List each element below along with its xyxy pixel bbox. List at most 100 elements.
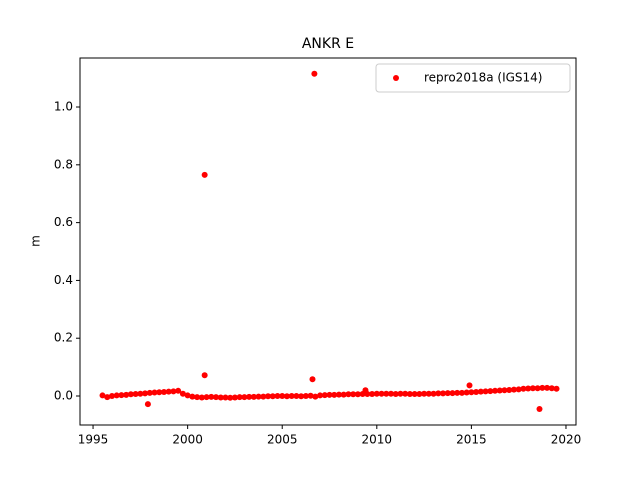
data-point: [335, 391, 342, 398]
data-point: [311, 70, 318, 77]
data-point: [170, 388, 177, 395]
data-point: [269, 393, 276, 400]
data-point: [515, 386, 522, 393]
data-point: [463, 389, 470, 396]
data-point: [307, 392, 314, 399]
data-point: [142, 390, 149, 397]
data-point: [345, 391, 352, 398]
data-point: [539, 384, 546, 391]
data-point: [201, 372, 208, 379]
data-point: [241, 394, 248, 401]
data-point: [279, 393, 286, 400]
data-point: [435, 390, 442, 397]
data-point: [397, 390, 404, 397]
data-point: [416, 390, 423, 397]
data-point: [458, 389, 465, 396]
data-point: [250, 393, 257, 400]
data-point: [501, 387, 508, 394]
data-point: [544, 384, 551, 391]
data-point: [487, 388, 494, 395]
x-tick-label: 2005: [267, 433, 298, 447]
data-point: [425, 390, 432, 397]
data-point: [274, 393, 281, 400]
data-point: [473, 388, 480, 395]
data-point: [548, 385, 555, 392]
y-tick-label: 0.6: [54, 215, 73, 229]
data-point: [317, 392, 324, 399]
y-tick-label: 1.0: [54, 100, 73, 114]
data-point: [492, 387, 499, 394]
data-point: [529, 385, 536, 392]
data-point: [331, 391, 338, 398]
data-point: [520, 385, 527, 392]
data-point: [369, 390, 376, 397]
legend-label: repro2018a (IGS14): [424, 71, 542, 85]
data-point: [477, 388, 484, 395]
data-point: [123, 391, 130, 398]
plot-area: [99, 70, 560, 413]
axes-frame: [79, 57, 577, 426]
data-point: [189, 393, 196, 400]
data-point: [203, 394, 210, 401]
data-point: [362, 387, 369, 394]
data-point: [194, 394, 201, 401]
y-tick-label: 0.4: [54, 273, 73, 287]
data-point: [350, 391, 357, 398]
data-point: [468, 389, 475, 396]
data-point: [482, 388, 489, 395]
data-point: [510, 386, 517, 393]
data-point: [525, 385, 532, 392]
y-tick-label: 0.8: [54, 157, 73, 171]
x-tick-label: 1995: [78, 433, 109, 447]
data-point: [213, 394, 220, 401]
data-point: [175, 387, 182, 394]
data-point: [536, 406, 543, 413]
data-point: [430, 390, 437, 397]
data-point: [378, 390, 385, 397]
data-point: [383, 390, 390, 397]
y-tick-label: 0.2: [54, 331, 73, 345]
x-tick-label: 2000: [172, 433, 203, 447]
data-point: [236, 394, 243, 401]
legend-box: [375, 63, 571, 93]
data-point: [354, 391, 361, 398]
data-point: [440, 390, 447, 397]
data-point: [449, 390, 456, 397]
data-point: [231, 394, 238, 401]
data-point: [387, 390, 394, 397]
data-point: [208, 393, 215, 400]
data-point: [184, 392, 191, 399]
data-point: [496, 387, 503, 394]
data-point: [309, 376, 316, 383]
data-point: [288, 393, 295, 400]
chart-title: ANKR E: [302, 36, 354, 52]
data-point: [312, 393, 319, 400]
data-point: [217, 394, 224, 401]
data-point: [179, 390, 186, 397]
data-point: [411, 390, 418, 397]
data-point: [165, 388, 172, 395]
data-point: [392, 390, 399, 397]
data-point: [160, 388, 167, 395]
data-point: [506, 386, 513, 393]
data-point: [201, 171, 208, 178]
data-point: [321, 392, 328, 399]
data-point: [534, 385, 541, 392]
data-point: [222, 394, 229, 401]
x-tick-label: 2010: [362, 433, 393, 447]
data-point: [113, 392, 120, 399]
data-point: [553, 385, 560, 392]
data-point: [151, 389, 158, 396]
data-point: [132, 390, 139, 397]
y-axis-label: m: [29, 235, 43, 247]
data-point: [108, 393, 115, 400]
data-point: [246, 393, 253, 400]
data-point: [302, 393, 309, 400]
data-point: [99, 392, 106, 399]
data-point: [444, 390, 451, 397]
data-point: [156, 389, 163, 396]
data-point: [293, 393, 300, 400]
data-point: [326, 391, 333, 398]
x-tick-label: 2020: [551, 433, 582, 447]
